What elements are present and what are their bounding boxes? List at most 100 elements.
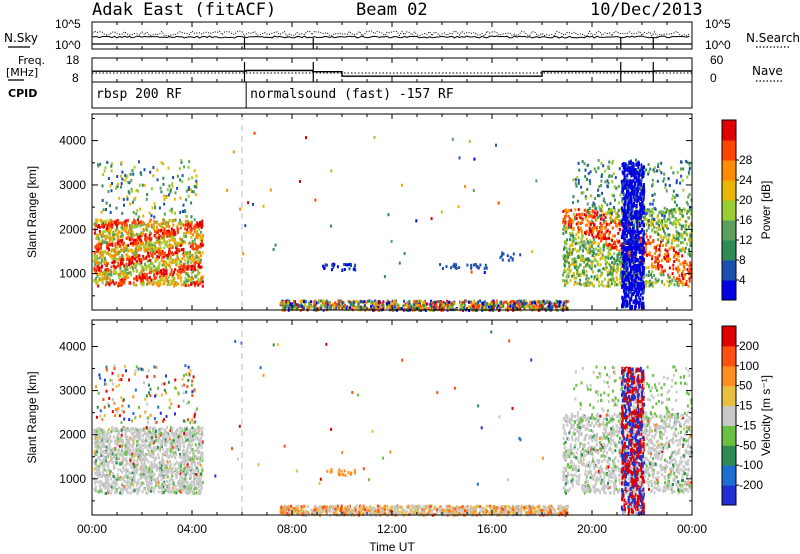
- scatter-cell: [551, 306, 553, 310]
- scatter-cell: [651, 262, 654, 266]
- scatter-cell: [615, 283, 618, 287]
- scatter-cell: [631, 172, 634, 177]
- scatter-cell: [674, 207, 677, 211]
- scatter-cell: [121, 235, 124, 239]
- scatter-cell: [98, 247, 101, 251]
- scatter-cell: [107, 221, 110, 225]
- scatter-cell: [650, 213, 653, 217]
- scatter-cell: [531, 250, 534, 254]
- scatter-cell: [398, 304, 401, 308]
- scatter-cell: [121, 223, 124, 227]
- scatter-cell: [599, 247, 602, 251]
- scatter-cell: [159, 186, 162, 190]
- scatter-cell: [122, 258, 125, 262]
- scatter-cell: [637, 281, 639, 286]
- scatter-cell: [179, 210, 182, 214]
- scatter-cell: [118, 257, 121, 261]
- scatter-cell: [124, 224, 126, 228]
- scatter-cell: [393, 304, 396, 308]
- scatter-cell: [611, 226, 614, 230]
- scatter-cell: [582, 191, 585, 195]
- scatter-cell: [613, 185, 616, 189]
- scatter-cell: [664, 248, 667, 252]
- scatter-cell: [100, 232, 103, 236]
- scatter-cell: [681, 232, 684, 236]
- scatter-cell: [582, 282, 585, 286]
- scatter-cell: [133, 253, 136, 257]
- scatter-cell: [163, 274, 165, 278]
- scatter-cell: [633, 203, 636, 208]
- scatter-cell: [170, 238, 173, 242]
- scatter-cell: [292, 305, 295, 309]
- scatter-cell: [622, 271, 625, 275]
- scatter-cell: [167, 275, 170, 279]
- scatter-cell: [128, 262, 131, 266]
- scatter-cell: [632, 227, 634, 232]
- scatter-cell: [111, 429, 114, 433]
- scatter-cell: [447, 307, 450, 311]
- scatter-cell: [622, 304, 624, 309]
- scatter-cell: [574, 242, 577, 246]
- scatter-cell: [651, 220, 654, 224]
- scatter-cell: [362, 307, 365, 311]
- scatter-cell: [383, 275, 386, 279]
- scatter-cell: [179, 478, 182, 482]
- scatter-cell: [635, 191, 638, 196]
- freq-unit-label: [MHz]: [6, 66, 39, 79]
- scatter-cell: [338, 306, 341, 310]
- scatter-cell: [605, 212, 608, 216]
- scatter-cell: [153, 246, 156, 250]
- scatter-cell: [133, 283, 136, 287]
- scatter-cell: [642, 267, 645, 272]
- scatter-cell: [343, 307, 346, 311]
- scatter-cell: [144, 262, 147, 266]
- scatter-cell: [623, 246, 626, 251]
- scatter-cell: [424, 307, 427, 311]
- scatter-cell: [660, 273, 663, 277]
- scatter-cell: [636, 199, 639, 204]
- scatter-cell: [121, 272, 124, 276]
- scatter-cell: [606, 229, 608, 233]
- scatter-cell: [624, 225, 627, 230]
- scatter-cell: [367, 299, 369, 303]
- scatter-cell: [579, 278, 582, 282]
- scatter-cell: [105, 223, 108, 227]
- scatter-cell: [500, 300, 503, 304]
- scatter-cell: [253, 131, 256, 135]
- scatter-cell: [154, 235, 157, 239]
- scatter-cell: [589, 240, 592, 244]
- scatter-cell: [474, 302, 477, 306]
- scatter-cell: [656, 256, 659, 260]
- scatter-cell: [606, 184, 609, 188]
- scatter-cell: [188, 160, 191, 164]
- scatter-cell: [190, 245, 193, 249]
- scatter-cell: [586, 250, 589, 254]
- scatter-cell: [196, 247, 199, 251]
- scatter-cell: [113, 282, 116, 286]
- scatter-cell: [663, 253, 666, 257]
- scatter-cell: [569, 268, 572, 272]
- scatter-cell: [570, 208, 573, 212]
- scatter-cell: [616, 239, 618, 243]
- scatter-cell: [621, 163, 624, 167]
- scatter-cell: [672, 223, 675, 227]
- scatter-cell: [193, 282, 196, 286]
- scatter-cell: [639, 169, 642, 174]
- scatter-cell: [186, 228, 189, 232]
- scatter-cell: [587, 172, 590, 176]
- scatter-cell: [689, 266, 692, 270]
- scatter-cell: [125, 262, 128, 266]
- scatter-cell: [475, 303, 478, 307]
- scatter-cell: [343, 268, 346, 271]
- scatter-cell: [121, 254, 124, 258]
- scatter-cell: [313, 300, 316, 304]
- scatter-cell: [625, 249, 628, 254]
- scatter-cell: [152, 452, 155, 456]
- scatter-cell: [193, 218, 196, 222]
- scatter-cell: [126, 232, 129, 235]
- scatter-cell: [130, 187, 133, 191]
- scatter-cell: [631, 191, 634, 196]
- scatter-cell: [315, 301, 318, 305]
- scatter-cell: [633, 264, 636, 269]
- scatter-cell: [680, 227, 683, 231]
